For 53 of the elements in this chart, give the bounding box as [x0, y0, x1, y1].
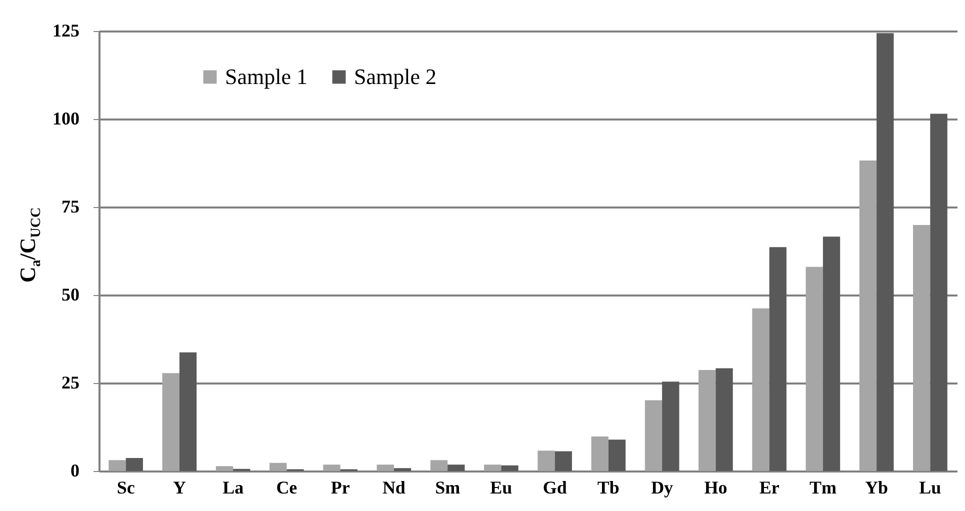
- legend-label: Sample 2: [354, 64, 436, 89]
- x-tick-label: Eu: [490, 478, 512, 498]
- y-tick-label: 0: [70, 460, 80, 480]
- bar: [501, 465, 518, 471]
- bar: [554, 451, 572, 471]
- x-tick-label: Y: [172, 478, 186, 498]
- y-tick-label: 25: [62, 372, 80, 392]
- bar: [591, 436, 608, 471]
- bar: [752, 308, 770, 471]
- x-tick-label: Lu: [919, 478, 942, 498]
- bar: [126, 458, 143, 471]
- x-tick-label: Ce: [276, 478, 298, 498]
- bar: [644, 400, 662, 471]
- y-tick-label: 125: [52, 20, 80, 40]
- bar: [376, 464, 394, 471]
- bar: [484, 464, 502, 471]
- legend-label: Sample 1: [225, 64, 308, 89]
- x-tick-label: Tm: [809, 478, 836, 498]
- x-tick-label: Er: [759, 478, 780, 498]
- bar: [216, 466, 234, 471]
- bar: [716, 368, 733, 471]
- bar: [179, 352, 197, 471]
- bar: [859, 160, 877, 471]
- x-tick-label: La: [222, 478, 244, 498]
- x-tick-label: Ho: [704, 478, 728, 498]
- bar: [608, 440, 626, 471]
- bar: [806, 266, 823, 471]
- bar: [769, 247, 786, 471]
- bar: [430, 460, 448, 471]
- bar: [662, 382, 680, 471]
- x-tick-label: Sm: [435, 478, 460, 498]
- x-tick-label: Tb: [597, 478, 620, 498]
- y-tick-label: 100: [52, 108, 80, 128]
- bar: [270, 462, 287, 471]
- bar: [448, 464, 465, 471]
- x-tick-label: Sc: [116, 478, 135, 498]
- x-tick-label: Nd: [382, 478, 406, 498]
- bar: [108, 460, 126, 471]
- bar: [538, 450, 555, 471]
- y-tick-label: 50: [62, 284, 80, 304]
- bar: [913, 224, 930, 471]
- bar: [323, 464, 340, 471]
- x-tick-label: Pr: [330, 478, 350, 498]
- bar: [698, 370, 716, 471]
- y-tick-label: 75: [62, 196, 80, 216]
- bar: [394, 468, 412, 471]
- bar: [876, 33, 894, 471]
- x-tick-label: Yb: [865, 478, 888, 498]
- bar: [930, 114, 948, 471]
- x-tick-label: Dy: [651, 478, 674, 498]
- x-tick-label: Gd: [542, 478, 567, 498]
- bar: [822, 236, 840, 471]
- bar: [162, 373, 180, 471]
